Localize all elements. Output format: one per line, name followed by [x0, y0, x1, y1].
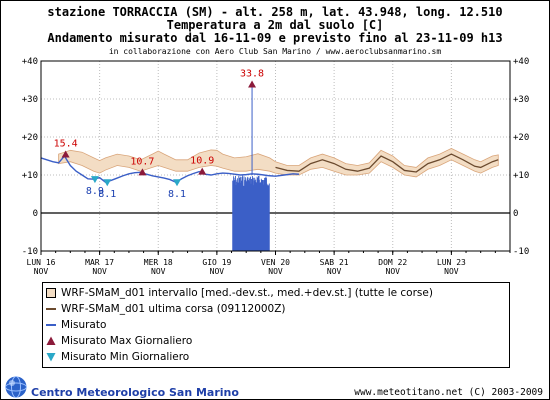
y-tick-label-left: +30 — [22, 95, 38, 105]
line-swatch-icon — [46, 308, 56, 310]
x-tick-label-day: DOM 22 — [378, 258, 407, 267]
measured-line — [40, 154, 299, 184]
last-run-line — [275, 153, 499, 173]
x-tick-label-month: NOV — [151, 267, 166, 276]
footer-organization: Centro Meteorologico San Marino — [31, 386, 239, 399]
y-tick-label-right: +10 — [513, 171, 529, 181]
y-tick-label-right: -10 — [513, 247, 529, 257]
max-marker — [198, 167, 207, 175]
legend-label-max: Misurato Max Giornaliero — [61, 335, 193, 347]
y-tick-label-left: +20 — [22, 133, 38, 143]
chart-subtitle-2: Andamento misurato dal 16-11-09 e previs… — [47, 31, 503, 45]
band-swatch-icon — [46, 288, 56, 298]
x-tick-label-day: LUN 16 — [27, 258, 56, 267]
legend: WRF-SMaM_d01 intervallo [med.-dev.st., m… — [42, 282, 510, 368]
outage-noise — [232, 175, 270, 251]
min-marker — [173, 179, 182, 187]
max-marker — [138, 168, 147, 176]
x-tick-label-month: NOV — [210, 267, 225, 276]
x-tick-label-day: SAB 21 — [320, 258, 349, 267]
y-tick-label-left: +40 — [22, 57, 38, 67]
legend-label-min: Misurato Min Giornaliero — [61, 351, 190, 363]
forecast-band — [58, 147, 499, 178]
triangle-down-icon — [46, 353, 56, 362]
min-label: 8.1 — [168, 189, 186, 200]
legend-label-measured: Misurato — [61, 319, 107, 331]
x-tick-label-day: MER 18 — [144, 258, 173, 267]
max-label: 33.8 — [240, 69, 264, 80]
max-label: 10.9 — [190, 156, 214, 167]
y-tick-label-left: 0 — [33, 209, 38, 219]
legend-label-last-run: WRF-SMaM_d01 ultima corsa (09112000Z) — [61, 303, 286, 315]
y-tick-label-right: +40 — [513, 57, 529, 67]
chart-title: stazione TORRACCIA (SM) - alt. 258 m, la… — [47, 5, 503, 19]
triangle-up-icon — [46, 336, 56, 345]
line-swatch-icon — [46, 324, 56, 326]
plot-border — [40, 60, 511, 252]
min-marker — [90, 176, 99, 184]
y-tick-label-right: +20 — [513, 133, 529, 143]
footer-copyright: www.meteotitano.net (C) 2003-2009 — [354, 387, 543, 398]
x-tick-label-month: NOV — [268, 267, 283, 276]
legend-label-band: WRF-SMaM_d01 intervallo [med.-dev.st., m… — [61, 287, 433, 299]
min-label: 8.1 — [98, 189, 116, 200]
y-tick-label-right: +30 — [513, 95, 529, 105]
x-tick-label-month: NOV — [444, 267, 459, 276]
globe-logo-icon — [5, 376, 27, 398]
x-tick-label-day: VEN 20 — [261, 258, 290, 267]
max-label: 15.4 — [54, 138, 78, 149]
x-tick-label-day: GIO 19 — [202, 258, 231, 267]
x-tick-label-month: NOV — [327, 267, 342, 276]
y-tick-label-left: +10 — [22, 171, 38, 181]
max-marker — [248, 80, 257, 88]
y-tick-label-left: -10 — [22, 247, 38, 257]
min-marker — [103, 179, 112, 187]
chart-subtitle: Temperatura a 2m dal suolo [C] — [166, 18, 384, 32]
credit-line: in collaborazione con Aero Club San Mari… — [108, 47, 442, 56]
x-tick-label-day: LUN 23 — [437, 258, 466, 267]
x-tick-label-month: NOV — [92, 267, 107, 276]
y-tick-label-right: 0 — [513, 209, 518, 219]
max-label: 10.7 — [130, 156, 154, 167]
x-tick-label-month: NOV — [34, 267, 49, 276]
x-tick-label-day: MAR 17 — [85, 258, 114, 267]
max-marker — [61, 150, 70, 158]
x-tick-label-month: NOV — [386, 267, 401, 276]
min-label: 8.9 — [86, 186, 104, 197]
